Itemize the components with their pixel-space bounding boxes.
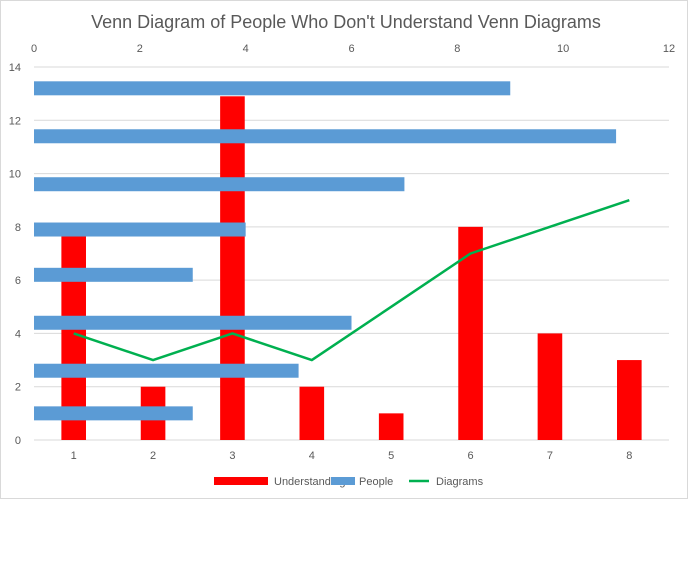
people-series [34,81,617,421]
people-bar [34,177,405,192]
y-tick-label: 4 [15,328,21,340]
secondary-x-tick-label: 10 [557,43,569,55]
understanding-bar [299,386,325,440]
y-axis-ticks: 0 2 4 6 8 10 12 14 [9,62,21,447]
y-tick-label: 2 [15,382,21,394]
x-tick-label: 5 [388,450,394,462]
x-tick-label: 6 [468,450,474,462]
people-bar [34,222,246,237]
legend-marker-understanding [214,477,268,485]
people-bar [34,129,617,144]
people-bar [34,406,193,421]
understanding-bar [537,333,563,440]
people-bar [34,81,511,96]
chart-svg: Venn Diagram of People Who Don't Underst… [9,12,675,488]
people-bar [34,363,299,378]
y-tick-label: 8 [15,222,21,234]
legend: Understanding People Diagrams [214,476,484,488]
chart-area: Venn Diagram of People Who Don't Underst… [0,0,688,499]
chart-title: Venn Diagram of People Who Don't Underst… [91,12,601,32]
y-tick-label: 12 [9,115,21,127]
secondary-x-tick-label: 2 [137,43,143,55]
understanding-bar [220,96,245,441]
legend-marker-people [331,477,355,485]
x-tick-label: 3 [229,450,235,462]
understanding-bar [378,413,404,440]
y-tick-label: 0 [15,435,21,447]
legend-label-diagrams: Diagrams [436,476,484,488]
y-tick-label: 10 [9,169,21,181]
secondary-x-tick-label: 4 [243,43,249,55]
x-tick-label: 8 [626,450,632,462]
x-tick-label: 1 [71,450,77,462]
secondary-x-axis-ticks: 0 2 4 6 8 10 12 [31,43,675,55]
y-tick-label: 6 [15,275,21,287]
diagrams-series [73,199,630,362]
people-bar [34,267,193,282]
x-tick-label: 4 [309,450,315,462]
secondary-x-tick-label: 8 [454,43,460,55]
people-bar [34,315,352,330]
understanding-bar [617,360,642,440]
x-tick-label: 2 [150,450,156,462]
understanding-bar [458,226,483,440]
secondary-x-tick-label: 0 [31,43,37,55]
diagrams-line [73,199,630,362]
x-tick-label: 7 [547,450,553,462]
legend-label-understanding: Understanding [274,476,346,488]
legend-label-people: People [359,476,393,488]
x-axis-ticks: 1 2 3 4 5 6 7 8 [71,450,633,462]
gridlines [34,66,669,441]
secondary-x-tick-label: 12 [663,43,675,55]
y-tick-label: 14 [9,62,21,74]
secondary-x-tick-label: 6 [348,43,354,55]
